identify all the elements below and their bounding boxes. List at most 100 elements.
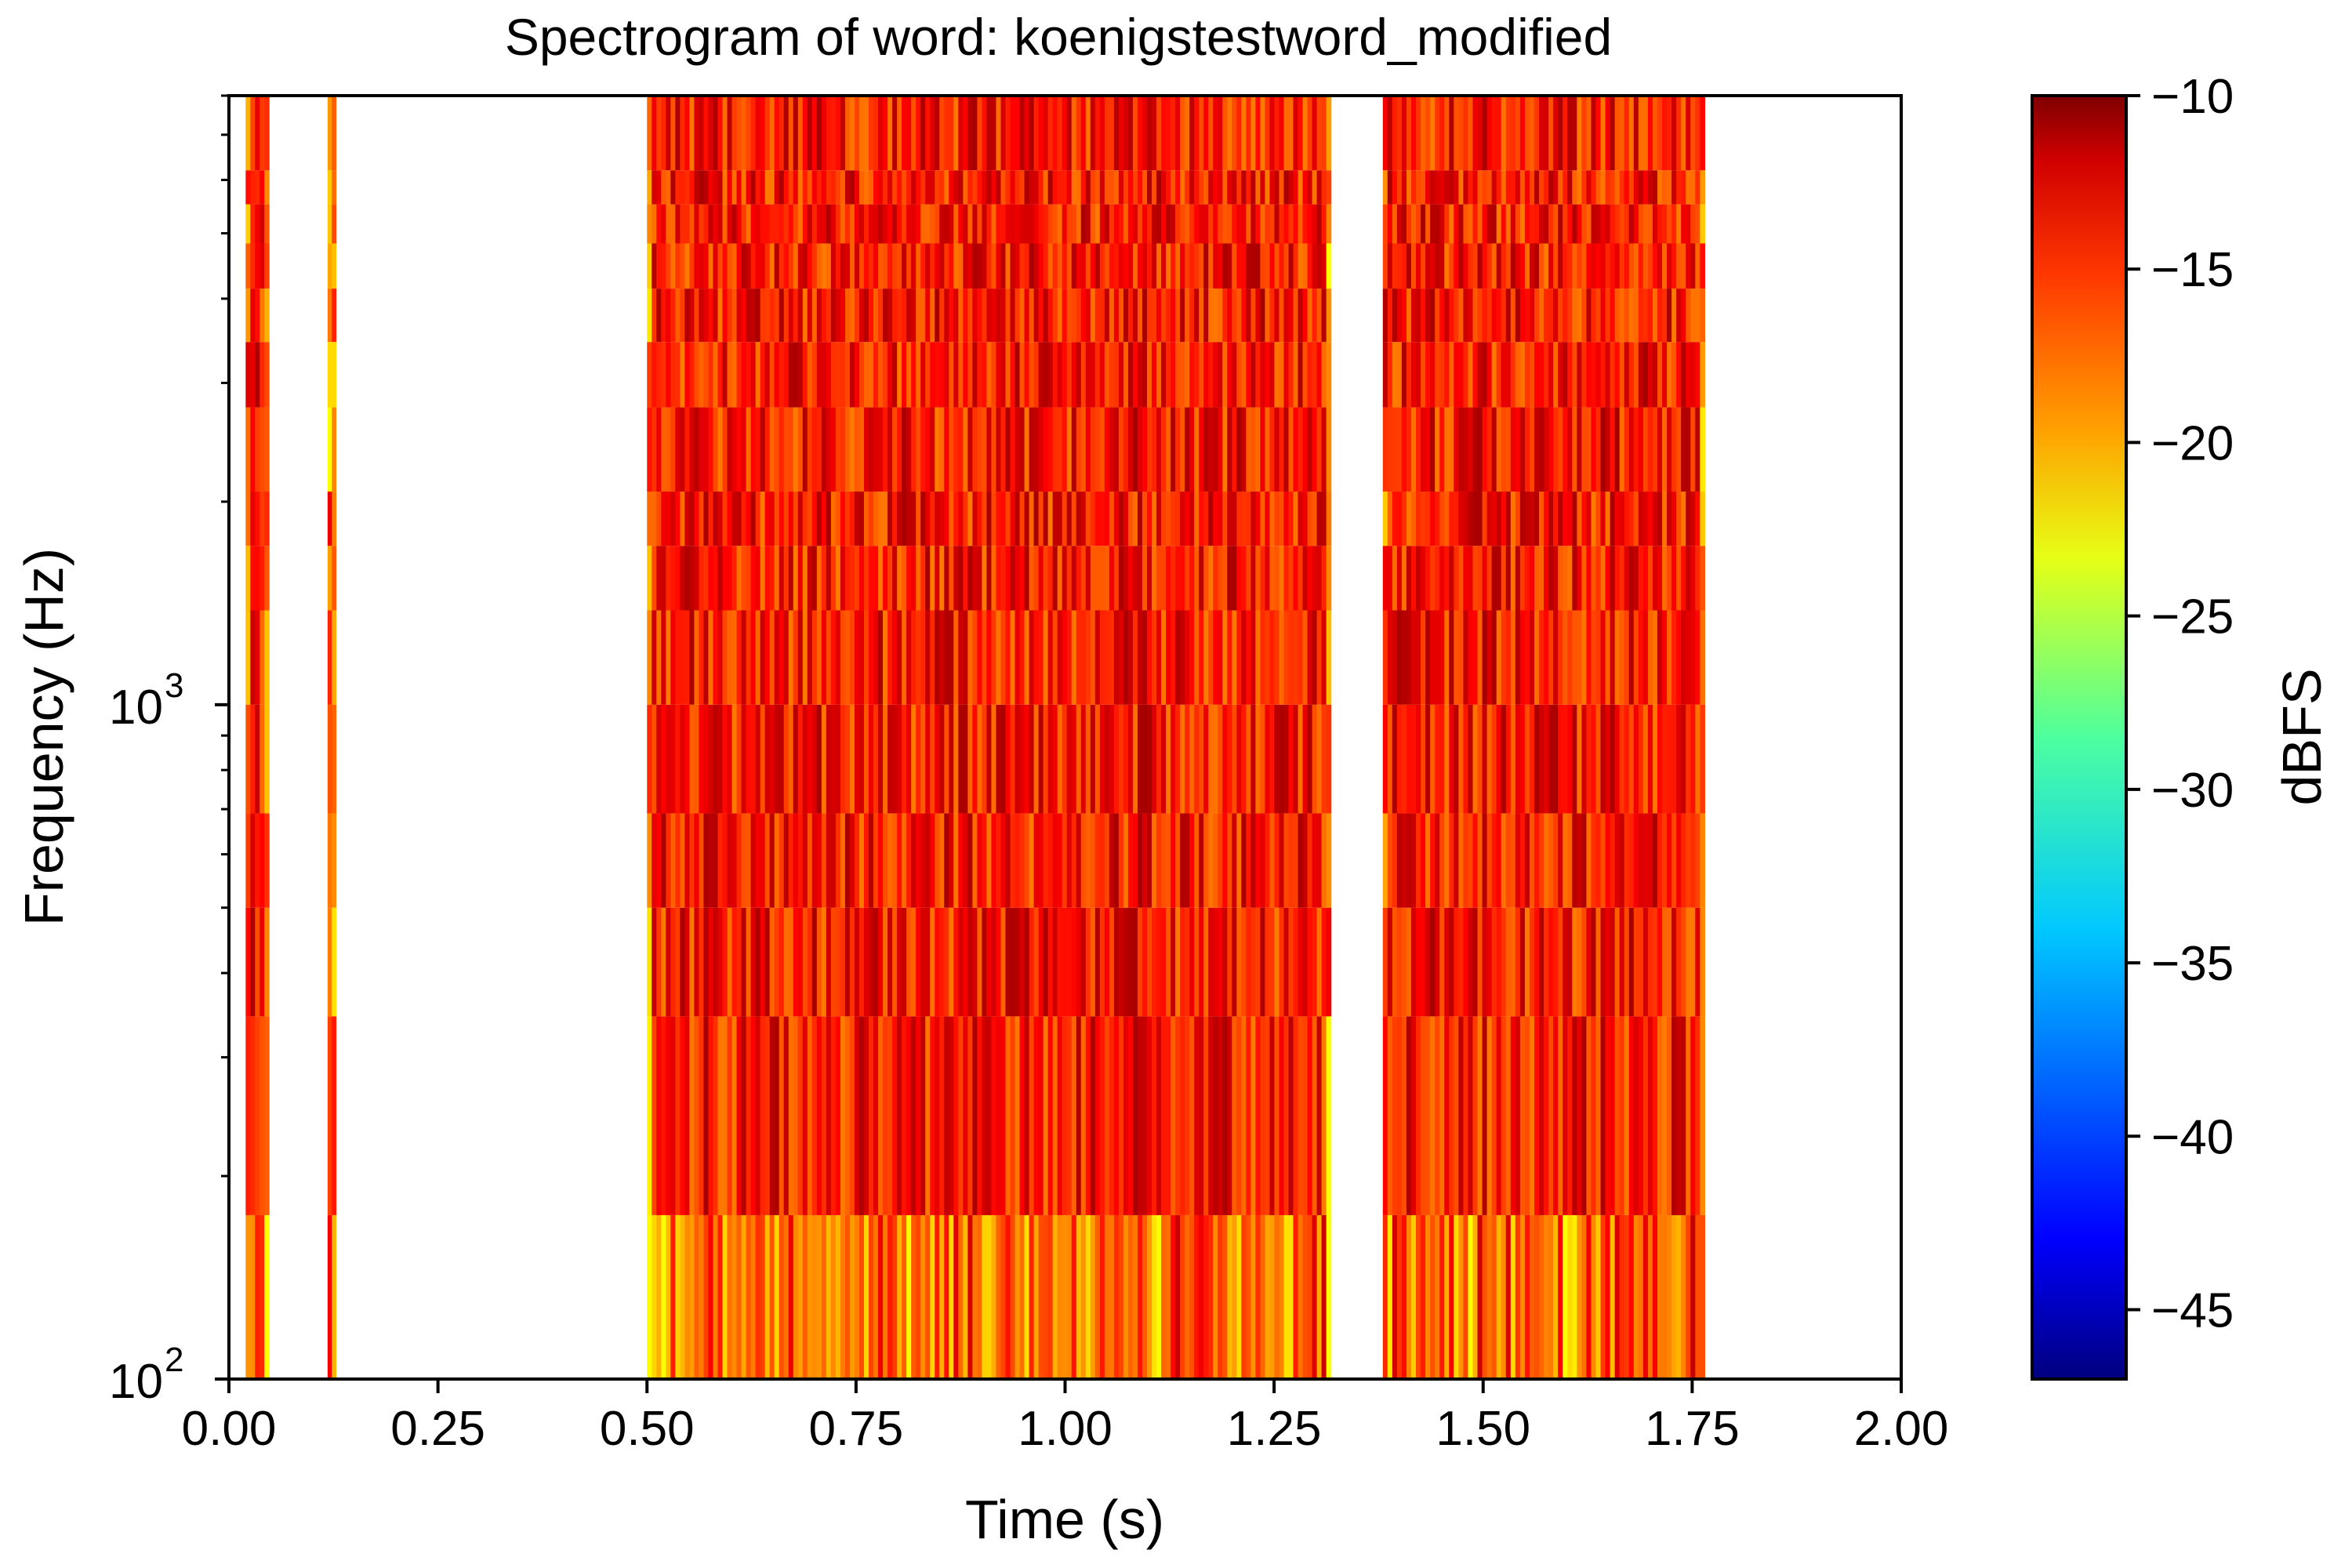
heatmap-cell [996, 407, 1002, 492]
heatmap-cell [1189, 610, 1195, 705]
heatmap-cell [1581, 1016, 1588, 1215]
heatmap-cell [953, 170, 959, 205]
heatmap-cell [1127, 243, 1134, 289]
heatmap-cell [1005, 1016, 1011, 1215]
heatmap-cell [1099, 1016, 1105, 1215]
heatmap-cell [1047, 243, 1054, 289]
heatmap-cell [717, 204, 724, 244]
heatmap-cell [1218, 407, 1223, 492]
heatmap-cell [1185, 170, 1190, 205]
heatmap-cell [1180, 907, 1185, 1017]
heatmap-cell [1387, 243, 1393, 289]
heatmap-cell [1444, 907, 1450, 1017]
heatmap-cell [1472, 492, 1479, 546]
heatmap-cell [699, 243, 705, 289]
heatmap-cell [1657, 96, 1663, 171]
heatmap-cell [1090, 907, 1096, 1017]
heatmap-cell [1171, 704, 1176, 814]
heatmap-cell [1123, 704, 1129, 814]
heatmap-cell [873, 407, 879, 492]
heatmap-cell [1288, 610, 1294, 705]
heatmap-cell [670, 907, 676, 1017]
heatmap-cell [1633, 610, 1639, 705]
heatmap-cell [996, 704, 1002, 814]
heatmap-cell [1401, 907, 1407, 1017]
heatmap-cell [840, 907, 846, 1017]
heatmap-cell [807, 289, 813, 343]
heatmap-cell [1302, 704, 1308, 814]
heatmap-cell [1563, 813, 1568, 908]
heatmap-cell [1449, 610, 1454, 705]
heatmap-cell [1199, 1214, 1204, 1379]
heatmap-cell [1180, 289, 1185, 343]
heatmap-cell [1024, 704, 1030, 814]
heatmap-cell [793, 546, 799, 611]
heatmap-cell [1283, 204, 1290, 244]
heatmap-cell [1605, 204, 1611, 244]
heatmap-cell [1118, 170, 1124, 205]
heatmap-cell [1421, 546, 1426, 611]
heatmap-cell [883, 1016, 888, 1215]
heatmap-cell [1454, 289, 1459, 343]
heatmap-cell [245, 407, 251, 492]
heatmap-cell [1558, 204, 1563, 244]
heatmap-cell [991, 492, 997, 546]
heatmap-cell [953, 204, 959, 244]
heatmap-cell [1029, 610, 1035, 705]
heatmap-cell [797, 170, 804, 205]
heatmap-cell [869, 907, 874, 1017]
heatmap-cell [255, 610, 260, 705]
heatmap-cell [1628, 907, 1635, 1017]
heatmap-cell [887, 170, 893, 205]
heatmap-cell [1019, 546, 1025, 611]
heatmap-cell [1633, 1214, 1639, 1379]
heatmap-cell [1647, 204, 1653, 244]
heatmap-cell [858, 610, 865, 705]
heatmap-cell [1411, 1016, 1417, 1215]
heatmap-cell [1454, 342, 1459, 408]
heatmap-cell [1577, 546, 1582, 611]
heatmap-cell [1052, 96, 1058, 171]
heatmap-cell [1222, 813, 1228, 908]
heatmap-cell [774, 1016, 780, 1215]
heatmap-cell [1180, 342, 1185, 408]
heatmap-cell [1066, 204, 1073, 244]
heatmap-cell [1586, 610, 1592, 705]
heatmap-cell [1591, 813, 1597, 908]
heatmap-cell [797, 610, 804, 705]
heatmap-cell [1208, 546, 1214, 611]
heatmap-cell [1439, 407, 1445, 492]
heatmap-cell [684, 907, 690, 1017]
heatmap-cell [1137, 546, 1143, 611]
heatmap-cell [1676, 289, 1682, 343]
heatmap-cell [1298, 1016, 1304, 1215]
heatmap-cell [1062, 813, 1068, 908]
heatmap-cell [1468, 1016, 1474, 1215]
heatmap-cell [816, 492, 822, 546]
heatmap-cell [991, 289, 997, 343]
heatmap-cell [260, 1016, 265, 1215]
heatmap-cell [1019, 96, 1025, 171]
heatmap-cell [1005, 243, 1011, 289]
heatmap-cell [1539, 1214, 1544, 1379]
heatmap-cell [661, 96, 666, 171]
heatmap-cell [1085, 170, 1091, 205]
heatmap-cell [1586, 170, 1592, 205]
heatmap-cell [1104, 546, 1110, 611]
heatmap-cell [1614, 204, 1621, 244]
heatmap-cell [1534, 546, 1540, 611]
heatmap-cell [1269, 289, 1276, 343]
heatmap-cell [811, 204, 818, 244]
heatmap-cell [892, 813, 898, 908]
x-tick-label: 1.25 [1227, 1402, 1322, 1456]
heatmap-cell [1558, 1016, 1563, 1215]
heatmap-cell [1425, 289, 1431, 343]
heatmap-cell [939, 1016, 945, 1215]
heatmap-cell [1185, 96, 1190, 171]
heatmap-cell [1515, 96, 1521, 171]
heatmap-cell [694, 204, 700, 244]
heatmap-cell [1411, 492, 1417, 546]
heatmap-cell [1647, 342, 1653, 408]
heatmap-cell [1293, 1016, 1299, 1215]
heatmap-cell [736, 492, 742, 546]
